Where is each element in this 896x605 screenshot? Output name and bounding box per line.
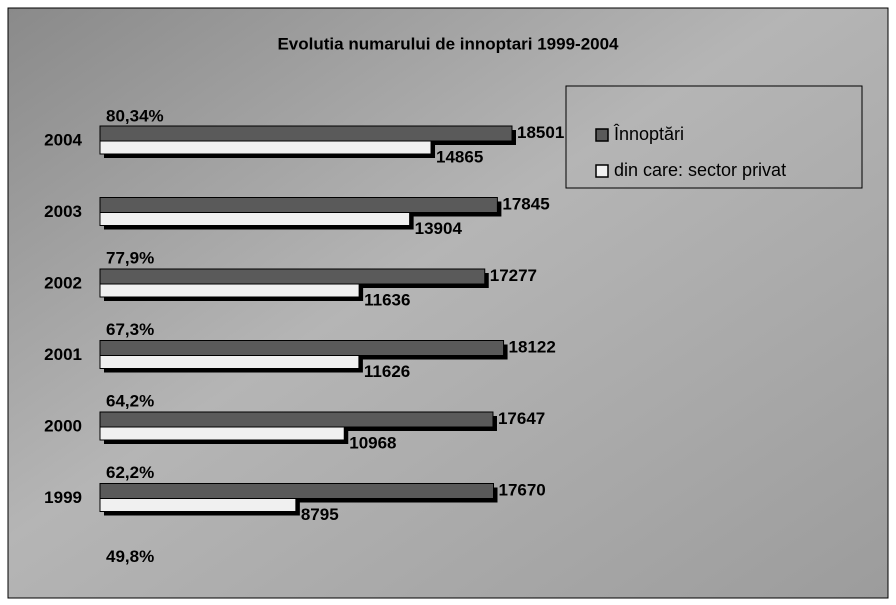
annotation: 49,8% [106, 547, 154, 566]
y-tick-label: 2002 [44, 273, 82, 292]
value-label: 18122 [509, 337, 556, 356]
bar [99, 411, 494, 428]
bar [99, 355, 360, 369]
y-tick-label: 2004 [44, 130, 82, 149]
chart-title: Evolutia numarului de innoptari 1999-200… [277, 34, 619, 53]
bar [99, 340, 505, 356]
value-label: 18501 [517, 123, 564, 142]
value-label: 13904 [415, 219, 463, 238]
value-label: 14865 [436, 147, 483, 166]
value-label: 11626 [364, 362, 410, 381]
value-label: 17670 [498, 480, 545, 499]
annotation: 77,9% [106, 248, 154, 267]
annotation: 80,34% [106, 106, 164, 125]
y-tick-label: 1999 [44, 488, 82, 507]
bar [99, 426, 345, 441]
annotation: 64,2% [106, 391, 154, 410]
value-label: 8795 [301, 505, 339, 524]
legend-box [565, 85, 863, 189]
annotation: 67,3% [106, 320, 154, 339]
bar [99, 283, 360, 298]
bar [99, 268, 486, 285]
bar [99, 498, 297, 512]
value-label: 10968 [349, 433, 396, 452]
legend-label: Înnoptări [613, 124, 684, 144]
bar [99, 125, 513, 142]
y-tick-label: 2000 [44, 416, 82, 435]
value-label: 17277 [490, 266, 537, 285]
annotation: 62,2% [106, 463, 154, 482]
bar [99, 140, 432, 155]
value-label: 17647 [498, 409, 545, 428]
y-tick-label: 2001 [44, 345, 82, 364]
bar [99, 197, 498, 213]
value-label: 17845 [502, 194, 549, 213]
legend-swatch [595, 128, 609, 142]
legend-label: din care: sector privat [614, 160, 786, 180]
value-label: 11636 [364, 290, 410, 309]
bar [99, 212, 411, 226]
bar [99, 483, 494, 499]
legend-swatch [595, 164, 609, 178]
y-tick-label: 2003 [44, 202, 82, 221]
